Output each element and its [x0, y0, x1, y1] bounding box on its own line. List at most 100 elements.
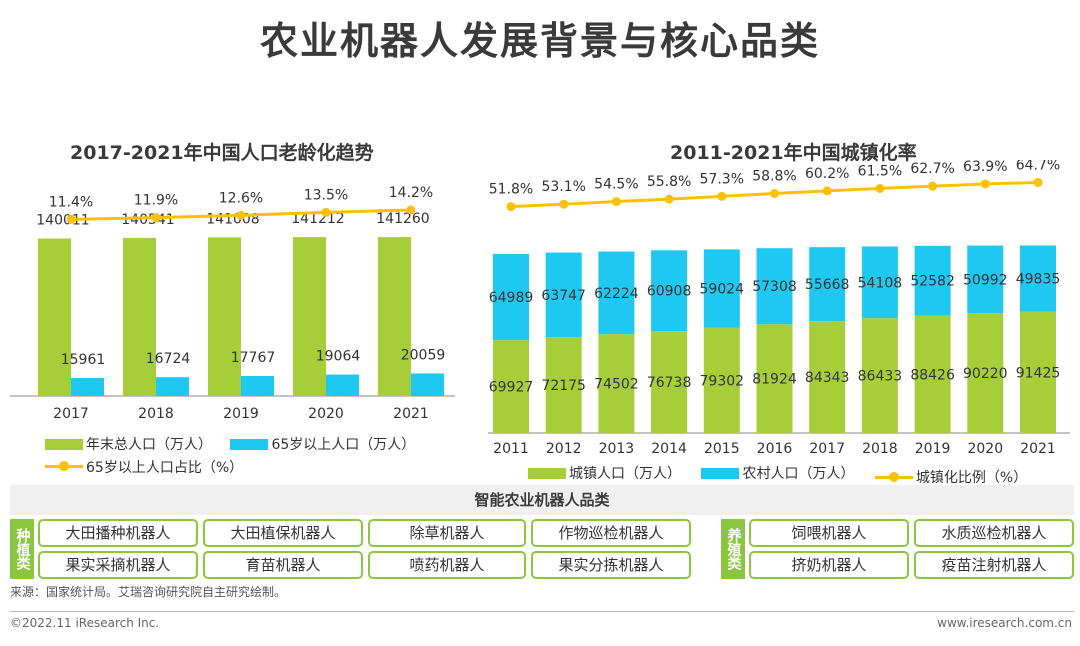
ratio-point — [506, 202, 516, 212]
data-label-urban: 91425 — [1016, 365, 1061, 381]
ratio-point — [611, 197, 621, 207]
data-label-rural: 54108 — [858, 275, 903, 291]
data-label-rural: 63747 — [541, 288, 586, 304]
ratio-point — [236, 210, 246, 220]
ratio-point — [928, 181, 938, 191]
category-section-title: 智能农业机器人品类 — [10, 485, 1074, 515]
legend-swatch-green — [45, 438, 83, 450]
legend-urban-ratio-label: 城镇化比例（%） — [915, 470, 1028, 486]
ratio-point — [66, 214, 76, 224]
category-item: 挤奶机器人 — [749, 551, 909, 579]
bar-total-pop — [293, 237, 326, 396]
bar-urban-pop — [809, 321, 846, 433]
legend-total-pop-label: 年末总人口（万人） — [86, 437, 212, 453]
category-item: 疫苗注射机器人 — [914, 551, 1074, 579]
bar-urban-pop — [493, 340, 529, 433]
bar-rural-pop — [493, 253, 529, 341]
ratio-point — [406, 205, 416, 215]
urban-legend: 城镇人口（万人） 农村人口（万人） 城镇化比例（%） — [528, 463, 1035, 487]
x-tick-label: 2017 — [53, 406, 89, 422]
bar-rural-pop — [651, 250, 688, 332]
urbanization-chart: 69927 64989 2011 72175 63747 2012 74502 62224 20… — [488, 160, 1070, 457]
aging-legend: 年末总人口（万人） 65岁以上人口（万人） — [45, 434, 423, 454]
x-tick-label: 2018 — [862, 441, 898, 457]
ratio-label: 64.7% — [1016, 160, 1060, 173]
ratio-point — [980, 179, 990, 189]
bar-total-pop — [38, 238, 71, 396]
legend-total-pop: 年末总人口（万人） — [45, 434, 212, 454]
ratio-label: 11.9% — [134, 193, 178, 209]
category-item: 除草机器人 — [368, 519, 526, 547]
data-label-total: 140541 — [121, 212, 174, 228]
data-label-urban: 79302 — [700, 373, 745, 389]
category-item: 育苗机器人 — [203, 551, 363, 579]
legend-rural-pop: 农村人口（万人） — [701, 463, 854, 483]
category-item: 喷药机器人 — [368, 551, 526, 579]
website: www.iresearch.com.cn — [937, 616, 1072, 630]
footer-divider — [10, 611, 1074, 612]
legend-65-ratio-label: 65岁以上人口占比（%） — [86, 459, 244, 476]
data-label-total: 141212 — [291, 211, 344, 227]
data-label-rural: 59024 — [700, 282, 745, 298]
data-label-65: 15961 — [61, 352, 106, 368]
data-label-urban: 81924 — [752, 372, 797, 388]
legend-urban-pop-label: 城镇人口（万人） — [569, 466, 681, 482]
ratio-point — [559, 199, 569, 209]
data-label-rural: 62224 — [594, 286, 639, 302]
ratio-point — [321, 207, 331, 217]
data-label-rural: 50992 — [963, 272, 1008, 288]
legend-urban-pop: 城镇人口（万人） — [528, 463, 681, 483]
data-label-rural: 55668 — [805, 277, 850, 293]
ratio-label: 12.6% — [219, 190, 263, 206]
ratio-label: 63.9% — [963, 160, 1007, 175]
data-label-rural: 60908 — [647, 284, 692, 300]
category-item: 大田播种机器人 — [38, 519, 198, 547]
legend-swatch-line — [45, 461, 83, 471]
bar-65-pop — [326, 374, 359, 396]
bar-urban-pop — [861, 318, 898, 433]
x-tick-label: 2011 — [493, 441, 529, 457]
bar-rural-pop — [545, 252, 582, 338]
bar-rural-pop — [756, 248, 793, 325]
category-item: 果实分拣机器人 — [531, 551, 691, 579]
data-label-rural: 57308 — [752, 279, 797, 295]
legend-swatch-green — [528, 467, 566, 479]
category-item: 果实采摘机器人 — [38, 551, 198, 579]
ratio-label: 14.2% — [389, 185, 433, 201]
bar-rural-pop — [861, 246, 898, 319]
x-tick-label: 2019 — [915, 441, 951, 457]
x-tick-label: 2018 — [138, 406, 174, 422]
bar-urban-pop — [545, 337, 582, 433]
x-tick-label: 2020 — [308, 406, 344, 422]
ratio-point — [151, 213, 161, 223]
data-label-65: 20059 — [401, 347, 446, 363]
data-label-total: 141260 — [376, 211, 429, 227]
data-label-urban: 76738 — [647, 375, 692, 391]
bar-urban-pop — [914, 315, 951, 433]
bar-urban-pop — [1020, 311, 1056, 433]
ratio-label: 13.5% — [304, 187, 348, 203]
legend-65-ratio: 65岁以上人口占比（%） — [45, 457, 243, 477]
source-note: 来源：国家统计局。艾瑞咨询研究院自主研究绘制。 — [10, 585, 287, 599]
data-label-total: 140011 — [36, 212, 89, 228]
x-tick-label: 2015 — [704, 441, 740, 457]
category-item: 水质巡检机器人 — [914, 519, 1074, 547]
category-item: 饲喂机器人 — [749, 519, 909, 547]
data-label-urban: 69927 — [489, 380, 534, 396]
data-label-rural: 52582 — [910, 274, 955, 290]
ratio-label: 55.8% — [647, 174, 691, 190]
category-item: 作物巡检机器人 — [531, 519, 691, 547]
breeding-group-label: 养殖类 — [721, 519, 745, 579]
ratio-label: 54.5% — [594, 177, 638, 193]
data-label-urban: 74502 — [594, 377, 639, 393]
data-label-rural: 49835 — [1016, 272, 1061, 288]
ratio-point — [875, 183, 885, 193]
bar-total-pop — [378, 237, 411, 396]
data-label-urban: 86433 — [858, 369, 903, 385]
legend-swatch-blue — [230, 438, 269, 450]
x-tick-label: 2021 — [393, 406, 429, 422]
x-tick-label: 2019 — [223, 406, 259, 422]
x-tick-label: 2017 — [809, 441, 845, 457]
chart-title-urban: 2011-2021年中国城镇化率 — [670, 142, 917, 164]
bar-urban-pop — [967, 313, 1004, 433]
